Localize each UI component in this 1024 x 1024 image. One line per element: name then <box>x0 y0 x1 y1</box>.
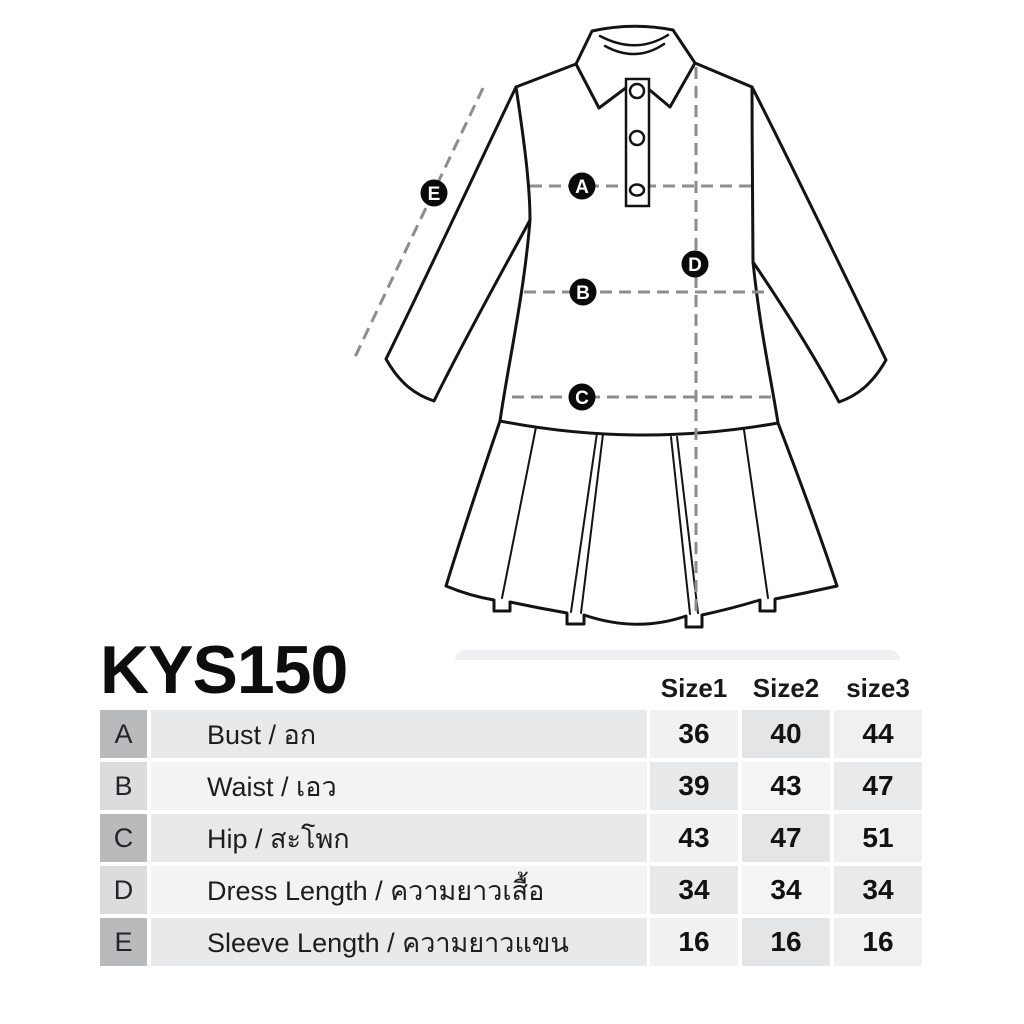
marker-b-label: B <box>576 283 590 304</box>
marker-d: D <box>681 250 709 278</box>
table-row-hip: C Hip / สะโพก 43 47 51 <box>100 814 922 862</box>
row-value: 51 <box>834 814 922 862</box>
size-column-headers: Size1 Size2 size3 <box>650 668 922 706</box>
marker-a-label: A <box>575 177 589 198</box>
marker-e: E <box>420 179 448 207</box>
measurement-lines <box>353 67 772 611</box>
sleeve-line-e <box>353 87 485 358</box>
row-label: Sleeve Length / ความยาวแขน <box>151 918 647 966</box>
row-label: Waist / เอว <box>151 762 647 810</box>
table-row-bust: A Bust / อก 36 40 44 <box>100 710 922 758</box>
marker-a: A <box>568 172 596 200</box>
marker-d-label: D <box>688 255 702 276</box>
row-label: Hip / สะโพก <box>151 814 647 862</box>
table-row-dress-length: D Dress Length / ความยาวเสื้อ 34 34 34 <box>100 866 922 914</box>
dress-outline <box>384 24 888 629</box>
size2-header: Size2 <box>752 673 820 703</box>
row-value: 34 <box>650 866 738 914</box>
row-value: 16 <box>742 918 830 966</box>
size3-header: size3 <box>846 673 910 703</box>
row-key: B <box>100 762 147 810</box>
row-value: 47 <box>742 814 830 862</box>
row-value: 39 <box>650 762 738 810</box>
row-label: Bust / อก <box>151 710 647 758</box>
marker-c: C <box>568 383 596 411</box>
product-code: KYS150 <box>100 632 348 708</box>
dress-line-drawing: A B C D E <box>353 24 900 672</box>
button-icon <box>628 183 646 197</box>
row-key: A <box>100 710 147 758</box>
row-value: 40 <box>742 710 830 758</box>
button-icon <box>628 129 646 147</box>
marker-e-label: E <box>428 184 441 205</box>
row-key: C <box>100 814 147 862</box>
dress-measurement-diagram: A B C D E <box>353 24 900 672</box>
button-placket <box>624 77 651 208</box>
row-key: D <box>100 866 147 914</box>
pleat-lines <box>501 426 769 615</box>
row-value: 36 <box>650 710 738 758</box>
size-table-rows: A Bust / อก 36 40 44 B Waist / เอว 39 43… <box>100 710 922 970</box>
row-value: 43 <box>650 814 738 862</box>
row-value: 43 <box>742 762 830 810</box>
row-value: 47 <box>834 762 922 810</box>
row-value: 34 <box>742 866 830 914</box>
row-value: 44 <box>834 710 922 758</box>
row-value: 16 <box>650 918 738 966</box>
row-value: 16 <box>834 918 922 966</box>
table-row-sleeve-length: E Sleeve Length / ความยาวแขน 16 16 16 <box>100 918 922 966</box>
marker-b: B <box>569 278 597 306</box>
size1-header: Size1 <box>660 673 728 703</box>
size-chart: KYS150 Size1 Size2 size3 A Bust / อก 36 … <box>100 636 923 982</box>
row-key: E <box>100 918 147 966</box>
row-label: Dress Length / ความยาวเสื้อ <box>151 866 647 914</box>
button-icon <box>628 82 646 100</box>
marker-c-label: C <box>575 388 589 409</box>
measurement-markers: A B C D E <box>420 172 709 411</box>
row-value: 34 <box>834 866 922 914</box>
table-row-waist: B Waist / เอว 39 43 47 <box>100 762 922 810</box>
